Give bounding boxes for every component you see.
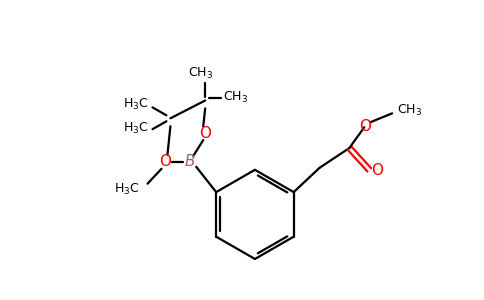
Text: H$_3$C: H$_3$C [114,182,139,197]
Text: O: O [199,126,211,141]
Text: B: B [185,154,196,169]
Text: O: O [159,154,171,169]
Text: H$_3$C: H$_3$C [122,121,148,136]
Text: CH$_3$: CH$_3$ [397,103,422,118]
Text: CH$_3$: CH$_3$ [223,90,248,105]
Text: H$_3$C: H$_3$C [122,97,148,112]
Text: CH$_3$: CH$_3$ [188,65,213,81]
Text: O: O [359,119,371,134]
Text: O: O [371,163,383,178]
